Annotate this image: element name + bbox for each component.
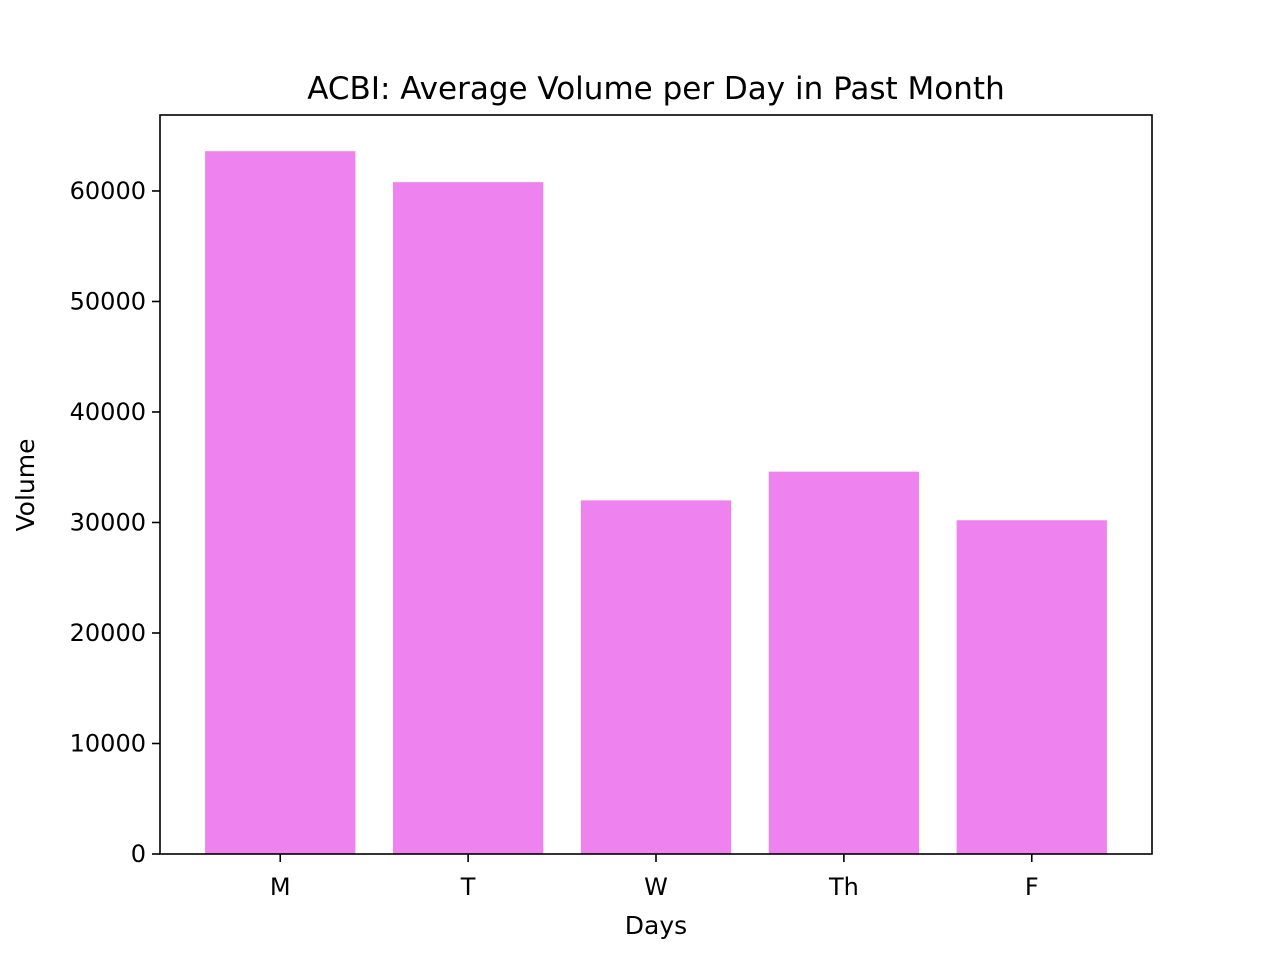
x-tick-label: T	[460, 873, 476, 901]
bar-f	[956, 520, 1107, 854]
bar-m	[205, 151, 356, 854]
y-tick-label: 60000	[70, 177, 146, 205]
x-tick-label: M	[270, 873, 291, 901]
y-tick-label: 20000	[70, 619, 146, 647]
y-tick-label: 30000	[70, 508, 146, 536]
bar-t	[392, 182, 544, 854]
x-axis-label: Days	[625, 911, 687, 940]
x-tick-label: Th	[828, 873, 859, 901]
bars-group	[205, 151, 1107, 854]
y-tick-label: 50000	[70, 287, 146, 315]
y-axis: 0 10000 20000 30000 40000 50000 60000	[70, 177, 160, 868]
x-tick-label: W	[644, 873, 668, 901]
y-tick-label: 40000	[70, 398, 146, 426]
chart-title: ACBI: Average Volume per Day in Past Mon…	[307, 71, 1004, 107]
y-tick-label: 10000	[70, 730, 146, 758]
x-tick-label: F	[1025, 873, 1039, 901]
bar-th	[768, 471, 920, 854]
y-axis-label: Volume	[11, 439, 40, 532]
x-axis: M T W Th F	[270, 854, 1039, 901]
plot-frame	[159, 114, 1153, 855]
y-tick-label: 0	[131, 840, 146, 868]
bar-w	[580, 500, 732, 854]
